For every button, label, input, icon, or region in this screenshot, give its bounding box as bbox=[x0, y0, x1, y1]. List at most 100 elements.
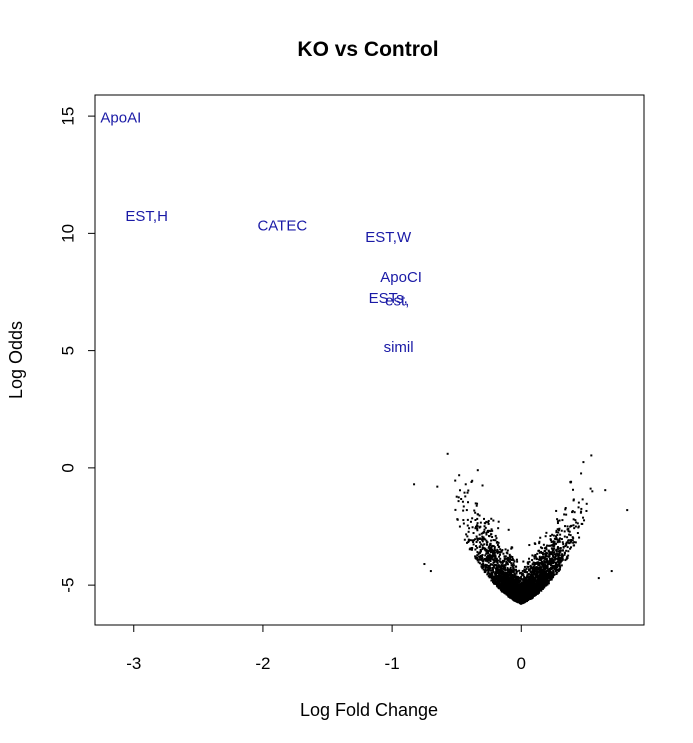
data-point bbox=[484, 538, 487, 541]
data-point bbox=[517, 586, 520, 589]
data-point bbox=[503, 558, 506, 561]
data-point bbox=[573, 527, 576, 530]
data-point bbox=[563, 530, 566, 533]
data-point bbox=[511, 558, 514, 561]
data-point bbox=[488, 549, 491, 552]
data-point bbox=[497, 541, 500, 544]
data-point bbox=[561, 519, 564, 522]
data-point bbox=[488, 564, 491, 567]
data-point bbox=[542, 566, 545, 569]
data-point bbox=[478, 555, 481, 558]
data-point bbox=[539, 578, 542, 581]
data-point bbox=[487, 561, 490, 564]
data-point bbox=[557, 539, 560, 542]
data-point bbox=[565, 557, 568, 560]
data-point bbox=[509, 558, 512, 561]
data-point bbox=[476, 522, 479, 525]
data-point bbox=[561, 553, 564, 556]
data-point bbox=[536, 552, 539, 555]
data-point bbox=[510, 577, 513, 580]
data-point bbox=[531, 559, 534, 562]
data-point bbox=[515, 599, 518, 602]
data-point bbox=[512, 559, 515, 562]
data-point bbox=[512, 578, 515, 581]
data-point bbox=[511, 565, 514, 568]
data-point bbox=[556, 528, 559, 531]
gene-label: EST,W bbox=[365, 229, 412, 246]
data-point bbox=[558, 564, 561, 567]
data-point bbox=[496, 551, 499, 554]
data-point bbox=[544, 571, 547, 574]
data-point bbox=[516, 580, 519, 583]
data-point bbox=[510, 571, 513, 574]
data-point bbox=[530, 573, 533, 576]
x-tick-label: 0 bbox=[517, 654, 526, 673]
data-point bbox=[466, 524, 469, 527]
data-point bbox=[485, 569, 488, 572]
data-point bbox=[493, 582, 496, 585]
data-point bbox=[573, 511, 576, 514]
data-point bbox=[491, 549, 494, 552]
data-point bbox=[528, 586, 531, 589]
data-point bbox=[507, 578, 510, 581]
data-point bbox=[523, 589, 526, 592]
data-point bbox=[522, 582, 525, 585]
data-point bbox=[520, 583, 523, 586]
data-point bbox=[518, 591, 521, 594]
data-point bbox=[528, 594, 531, 597]
data-point bbox=[505, 585, 508, 588]
data-point bbox=[537, 570, 540, 573]
data-point bbox=[486, 549, 489, 552]
data-point bbox=[470, 547, 473, 550]
data-point bbox=[532, 575, 535, 578]
data-point bbox=[567, 554, 570, 557]
data-point bbox=[533, 555, 536, 558]
data-point bbox=[569, 534, 572, 537]
data-point bbox=[537, 578, 540, 581]
data-point bbox=[531, 588, 534, 591]
data-point bbox=[528, 568, 531, 571]
data-point bbox=[522, 597, 525, 600]
data-point bbox=[501, 562, 504, 565]
data-point bbox=[475, 545, 478, 548]
data-point bbox=[514, 565, 517, 568]
data-point bbox=[474, 557, 477, 560]
data-point bbox=[494, 571, 497, 574]
data-point bbox=[520, 573, 523, 576]
data-point bbox=[483, 528, 486, 531]
data-point bbox=[514, 575, 517, 578]
data-point bbox=[487, 519, 490, 522]
data-point bbox=[519, 585, 522, 588]
data-point bbox=[505, 560, 508, 563]
data-point bbox=[558, 540, 561, 543]
data-point bbox=[543, 573, 546, 576]
data-point bbox=[542, 565, 545, 568]
data-point bbox=[480, 543, 483, 546]
data-point bbox=[549, 538, 552, 541]
data-point bbox=[542, 562, 545, 565]
data-point bbox=[548, 555, 551, 558]
data-point bbox=[536, 585, 539, 588]
data-point bbox=[556, 518, 559, 521]
data-point bbox=[500, 570, 503, 573]
data-point bbox=[572, 537, 575, 540]
data-point bbox=[548, 570, 551, 573]
data-point bbox=[530, 582, 533, 585]
data-point bbox=[478, 562, 481, 565]
data-point bbox=[524, 600, 527, 603]
data-point bbox=[532, 584, 535, 587]
data-point bbox=[554, 555, 557, 558]
data-point bbox=[481, 544, 484, 547]
data-point bbox=[500, 583, 503, 586]
data-point bbox=[501, 564, 504, 567]
data-point bbox=[518, 580, 521, 583]
data-point bbox=[572, 518, 575, 521]
data-point bbox=[532, 567, 535, 570]
data-point bbox=[474, 511, 477, 514]
data-point bbox=[482, 536, 485, 539]
data-point bbox=[500, 584, 503, 587]
data-point bbox=[503, 557, 506, 560]
data-point bbox=[530, 592, 533, 595]
data-point bbox=[472, 532, 475, 535]
data-point bbox=[481, 535, 484, 538]
